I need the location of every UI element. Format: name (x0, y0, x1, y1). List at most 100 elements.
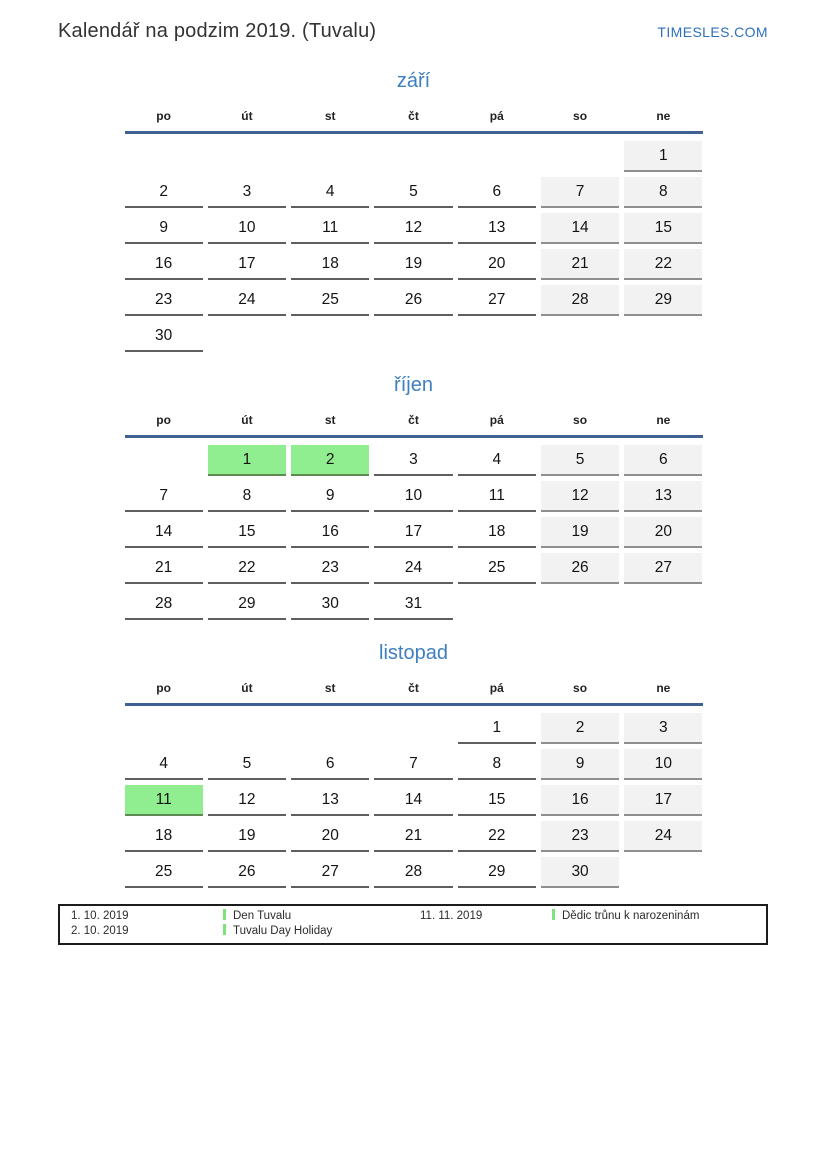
empty-cell (291, 713, 369, 744)
day-cell: 18 (457, 517, 536, 548)
day-cell: 24 (374, 553, 453, 584)
day-cell: 6 (291, 749, 370, 780)
month-title: září (396, 70, 431, 92)
day-cell: 8 (457, 749, 536, 780)
day-cell: 17 (374, 517, 453, 548)
day-cell: 2 (124, 177, 203, 208)
weekday-header: po (156, 109, 171, 123)
site-link[interactable]: TIMESLES.COM (657, 24, 768, 40)
month-header-rule (124, 131, 703, 134)
day-cell: 3 (207, 177, 287, 208)
day-cell: 18 (291, 249, 370, 280)
weekday-header: so (573, 681, 588, 695)
empty-cell (208, 141, 286, 172)
day-cell: 13 (624, 481, 703, 512)
week-row: 25 26 27 28 29 30 (124, 857, 703, 888)
empty-cell (458, 321, 536, 352)
day-cell: 13 (457, 213, 536, 244)
day-cell: 19 (207, 821, 287, 852)
weekday-header: út (241, 681, 253, 695)
day-cell: 12 (374, 213, 453, 244)
day-cell: 15 (207, 517, 287, 548)
day-cell: 29 (624, 285, 703, 316)
weekday-header: pá (489, 681, 504, 695)
weekday-header-row: po út st čt pá so ne (125, 681, 703, 696)
day-cell: 28 (540, 285, 620, 316)
day-cell: 25 (291, 285, 370, 316)
day-cell: 24 (207, 285, 287, 316)
weekday-header: út (241, 109, 253, 123)
month-section: listopad po út st čt pá so ne 1 2 3 4 5 6 7 8 9 10 11 12 13 1… (124, 642, 703, 888)
week-row: 9 10 11 12 13 14 15 (124, 213, 703, 244)
day-cell: 10 (624, 749, 703, 780)
day-cell: 7 (374, 749, 453, 780)
week-row: 4 5 6 7 8 9 10 (124, 749, 703, 780)
week-row: 30 (124, 321, 703, 352)
week-row: 14 15 16 17 18 19 20 (124, 517, 703, 548)
day-cell: 23 (291, 553, 370, 584)
weekday-header: čt (408, 109, 419, 123)
day-cell: 8 (624, 177, 703, 208)
day-cell: 12 (207, 785, 287, 816)
empty-cell (125, 445, 203, 476)
holiday-marker-icon (552, 909, 555, 920)
week-row: 23 24 25 26 27 28 29 (124, 285, 703, 316)
day-cell: 24 (624, 821, 703, 852)
day-cell: 16 (540, 785, 620, 816)
day-cell: 4 (291, 177, 370, 208)
day-cell: 16 (291, 517, 370, 548)
holiday-marker-icon (223, 909, 226, 920)
day-cell: 30 (291, 589, 370, 620)
weekday-header: ne (656, 681, 671, 695)
day-cell: 10 (374, 481, 453, 512)
empty-cell (125, 141, 203, 172)
day-cell: 14 (540, 213, 620, 244)
day-cell: 19 (540, 517, 620, 548)
day-cell: 28 (124, 589, 203, 620)
empty-cell (541, 141, 619, 172)
empty-cell (624, 857, 702, 888)
day-cell: 30 (540, 857, 620, 888)
day-cell: 29 (457, 857, 536, 888)
day-cell: 1 (457, 713, 536, 744)
empty-cell (458, 589, 536, 620)
legend-column: 11. 11. 2019 Dědic trůnu k narozeninám (420, 909, 755, 923)
day-cell: 25 (457, 553, 536, 584)
day-cell: 10 (207, 213, 287, 244)
day-cell: 7 (540, 177, 620, 208)
day-cell: 5 (540, 445, 620, 476)
day-cell: 1 (207, 445, 287, 476)
weekday-header: út (241, 413, 253, 427)
day-cell: 2 (540, 713, 620, 744)
day-cell: 23 (124, 285, 203, 316)
legend-label: Den Tuvalu (223, 909, 420, 923)
day-cell: 17 (624, 785, 703, 816)
week-row: 28 29 30 31 (124, 589, 703, 620)
day-cell: 22 (207, 553, 287, 584)
day-cell: 4 (457, 445, 536, 476)
weekday-header: pá (489, 109, 504, 123)
day-cell: 22 (624, 249, 703, 280)
day-cell: 19 (374, 249, 453, 280)
holiday-marker-icon (223, 924, 226, 935)
day-cell: 27 (457, 285, 536, 316)
day-cell: 9 (124, 213, 203, 244)
weekday-header: po (156, 681, 171, 695)
day-cell: 17 (207, 249, 287, 280)
day-cell: 20 (291, 821, 370, 852)
empty-cell (541, 589, 619, 620)
day-cell: 15 (457, 785, 536, 816)
day-cell: 20 (624, 517, 703, 548)
day-cell: 21 (374, 821, 453, 852)
legend: 1. 10. 2019 Den Tuvalu 2. 10. 2019 Tuvalu D… (58, 904, 768, 945)
legend-date: 11. 11. 2019 (420, 910, 483, 922)
day-cell: 6 (624, 445, 703, 476)
day-cell: 5 (374, 177, 453, 208)
day-cell: 21 (124, 553, 203, 584)
day-cell: 11 (124, 785, 203, 816)
day-cell: 30 (124, 321, 203, 352)
legend-date: 2. 10. 2019 (71, 925, 129, 937)
